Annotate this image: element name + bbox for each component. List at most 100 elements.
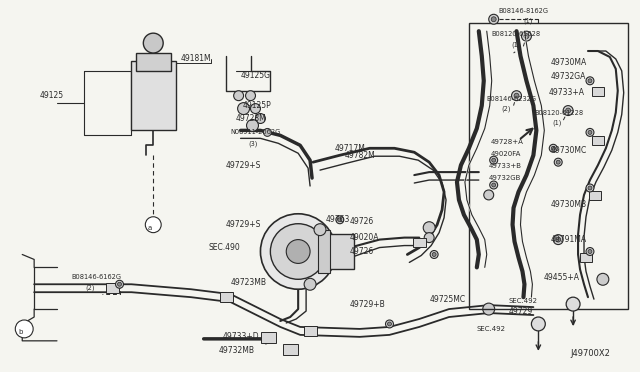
Text: 49455+A: 49455+A <box>543 273 579 282</box>
Text: B08146-8162G: B08146-8162G <box>499 8 548 14</box>
Bar <box>326 234 354 269</box>
Circle shape <box>588 79 592 83</box>
Bar <box>592 137 604 145</box>
Text: B08146-6232G: B08146-6232G <box>487 96 537 102</box>
Circle shape <box>423 222 435 234</box>
Circle shape <box>588 250 592 253</box>
Text: 49730MB: 49730MB <box>550 201 586 209</box>
Text: 49733+D: 49733+D <box>223 332 259 341</box>
Text: 49732MB: 49732MB <box>219 346 255 355</box>
Circle shape <box>566 297 580 311</box>
Text: 49020FA: 49020FA <box>491 151 521 157</box>
Text: SEC.492: SEC.492 <box>509 298 538 304</box>
Text: J49700X2: J49700X2 <box>570 349 610 358</box>
Circle shape <box>586 77 594 85</box>
Bar <box>318 230 330 273</box>
Circle shape <box>511 91 522 101</box>
Circle shape <box>492 158 495 162</box>
Circle shape <box>118 282 122 286</box>
Text: 49125P: 49125P <box>243 101 271 110</box>
Text: 49791MA: 49791MA <box>550 235 586 244</box>
Circle shape <box>264 128 271 137</box>
Text: 49020A: 49020A <box>350 233 380 242</box>
Text: 49729: 49729 <box>509 307 533 315</box>
Text: B08120-61228: B08120-61228 <box>534 109 584 116</box>
Circle shape <box>270 224 326 279</box>
Text: 49717M: 49717M <box>335 144 366 153</box>
Circle shape <box>492 17 496 22</box>
Circle shape <box>489 14 499 24</box>
Text: 49763: 49763 <box>325 215 350 224</box>
Circle shape <box>490 181 498 189</box>
Text: (3): (3) <box>248 140 258 147</box>
Bar <box>592 87 604 96</box>
Circle shape <box>387 322 392 326</box>
Circle shape <box>430 250 438 259</box>
Circle shape <box>549 144 557 152</box>
Circle shape <box>314 224 326 235</box>
Text: N08911-2062G: N08911-2062G <box>230 129 281 135</box>
Text: 49732GB: 49732GB <box>489 175 521 181</box>
Circle shape <box>586 128 594 137</box>
Text: 49726: 49726 <box>350 247 374 256</box>
Circle shape <box>304 278 316 290</box>
Bar <box>304 326 317 336</box>
Text: B08146-6162G: B08146-6162G <box>72 274 122 280</box>
Text: b: b <box>18 329 22 335</box>
Circle shape <box>424 232 434 243</box>
Circle shape <box>490 156 498 164</box>
Bar <box>580 253 592 262</box>
Text: 49725MC: 49725MC <box>429 295 465 304</box>
Bar <box>469 23 628 309</box>
Circle shape <box>385 320 394 328</box>
Text: 49729+B: 49729+B <box>350 299 385 309</box>
Circle shape <box>556 160 560 164</box>
Circle shape <box>563 106 573 116</box>
Text: (2): (2) <box>86 285 95 292</box>
Text: 49729+S: 49729+S <box>226 161 261 170</box>
Circle shape <box>116 280 124 288</box>
Text: SEC.490: SEC.490 <box>209 243 241 252</box>
Circle shape <box>145 217 161 232</box>
Text: 49125G: 49125G <box>241 71 271 80</box>
Bar <box>136 53 171 71</box>
Circle shape <box>492 183 495 187</box>
Circle shape <box>588 131 592 134</box>
Text: (2): (2) <box>502 105 511 112</box>
Circle shape <box>250 104 260 113</box>
Text: 49728M: 49728M <box>236 114 266 123</box>
Text: B08120-61628: B08120-61628 <box>492 31 541 37</box>
Circle shape <box>597 273 609 285</box>
Bar <box>589 191 601 200</box>
Text: 49125: 49125 <box>40 91 64 100</box>
Bar <box>413 238 426 247</box>
Text: SEC.492: SEC.492 <box>477 326 506 332</box>
Circle shape <box>586 247 594 256</box>
Circle shape <box>556 237 561 242</box>
Circle shape <box>246 119 259 131</box>
Circle shape <box>143 33 163 53</box>
Circle shape <box>255 113 266 124</box>
Circle shape <box>484 190 493 200</box>
Text: 49730MC: 49730MC <box>550 146 586 155</box>
Text: (1): (1) <box>552 119 562 126</box>
Text: a: a <box>147 225 152 231</box>
Text: 49729+S: 49729+S <box>226 220 261 229</box>
Circle shape <box>586 184 594 192</box>
Text: 49181M: 49181M <box>181 54 212 64</box>
Circle shape <box>336 216 344 224</box>
Circle shape <box>514 93 519 98</box>
Text: 49726: 49726 <box>350 217 374 226</box>
Bar <box>220 292 233 302</box>
Circle shape <box>553 235 563 244</box>
Circle shape <box>234 91 244 101</box>
Circle shape <box>554 158 562 166</box>
Circle shape <box>566 108 571 113</box>
Circle shape <box>524 33 529 39</box>
Circle shape <box>260 214 336 289</box>
Text: 49733+B: 49733+B <box>489 163 522 169</box>
Circle shape <box>522 31 531 41</box>
Circle shape <box>237 103 250 115</box>
Bar <box>131 61 176 131</box>
Text: 49730MA: 49730MA <box>550 58 586 67</box>
